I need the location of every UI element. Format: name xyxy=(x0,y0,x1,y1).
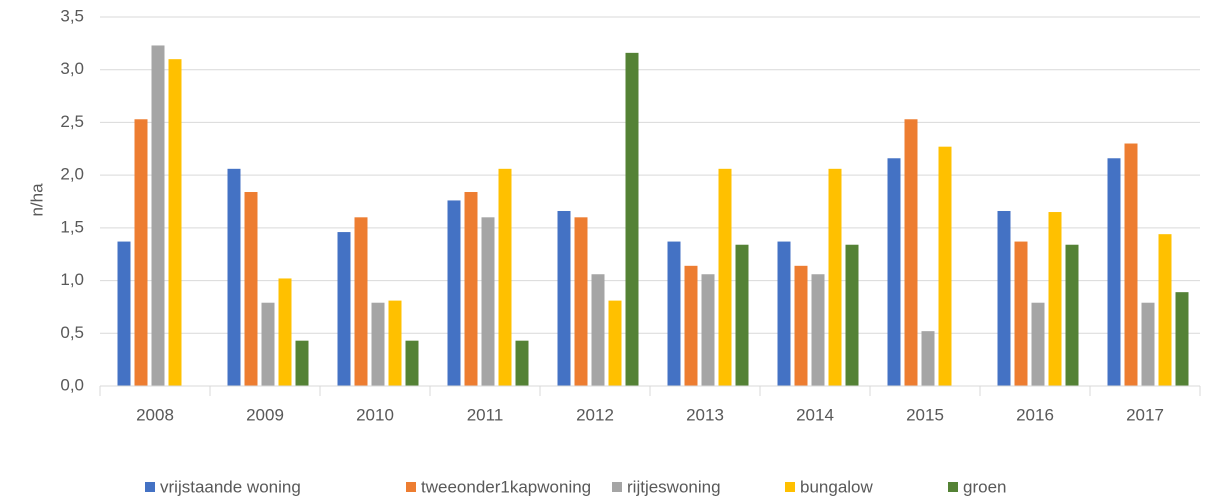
bar xyxy=(134,119,148,386)
bar xyxy=(701,274,715,386)
x-tick-label: 2017 xyxy=(1126,405,1164,424)
bar xyxy=(498,168,512,386)
bar xyxy=(261,302,275,386)
bar xyxy=(1107,158,1121,386)
bar xyxy=(1175,292,1189,386)
bar xyxy=(828,168,842,386)
bar xyxy=(625,52,639,387)
bar xyxy=(244,192,258,386)
x-tick-label: 2011 xyxy=(467,405,504,424)
bar xyxy=(1031,302,1045,386)
bar xyxy=(278,278,292,386)
bar xyxy=(515,340,529,386)
bar xyxy=(845,244,859,386)
bar xyxy=(608,300,622,386)
legend-marker xyxy=(948,482,958,492)
bar xyxy=(921,331,935,386)
y-axis-label: n/ha xyxy=(27,183,46,217)
y-tick-label: 2,0 xyxy=(60,165,84,184)
legend-marker xyxy=(406,482,416,492)
legend-label: rijtjeswoning xyxy=(627,477,721,496)
y-tick-label: 3,5 xyxy=(60,6,84,25)
legend-marker xyxy=(145,482,155,492)
bar xyxy=(557,210,571,386)
bar xyxy=(887,158,901,386)
bar xyxy=(574,217,588,386)
legend-marker xyxy=(612,482,622,492)
bar xyxy=(388,300,402,386)
bar xyxy=(168,59,182,387)
bar xyxy=(117,241,131,386)
x-tick-label: 2014 xyxy=(796,405,834,424)
bar xyxy=(354,217,368,386)
bar xyxy=(481,217,495,386)
x-tick-label: 2013 xyxy=(686,405,724,424)
y-tick-label: 0,5 xyxy=(60,323,84,342)
bar xyxy=(295,340,309,386)
bar xyxy=(447,200,461,386)
bar xyxy=(405,340,419,386)
bar xyxy=(1065,244,1079,386)
bar xyxy=(938,146,952,386)
bar xyxy=(997,210,1011,386)
y-tick-label: 1,0 xyxy=(60,270,84,289)
bar xyxy=(1048,212,1062,386)
x-tick-label: 2015 xyxy=(906,405,944,424)
legend-label: tweeonder1kapwoning xyxy=(421,477,591,496)
bar xyxy=(777,241,791,386)
bar xyxy=(904,119,918,386)
bar xyxy=(1014,241,1028,386)
bar xyxy=(811,274,825,386)
bar xyxy=(227,168,241,386)
y-tick-label: 2,5 xyxy=(60,112,84,131)
x-tick-label: 2012 xyxy=(576,405,614,424)
bar xyxy=(1158,234,1172,386)
bar xyxy=(794,265,808,386)
bar xyxy=(667,241,681,386)
bar xyxy=(371,302,385,386)
bar xyxy=(151,45,165,387)
bar xyxy=(1141,302,1155,386)
legend-label: vrijstaande woning xyxy=(160,477,301,496)
x-tick-label: 2016 xyxy=(1016,405,1054,424)
x-tick-label: 2008 xyxy=(136,405,174,424)
y-tick-label: 0,0 xyxy=(60,375,84,394)
legend-marker xyxy=(785,482,795,492)
bar xyxy=(718,168,732,386)
y-tick-label: 3,0 xyxy=(60,59,84,78)
bar xyxy=(1124,143,1138,386)
y-tick-label: 1,5 xyxy=(60,217,84,236)
bar xyxy=(464,192,478,386)
x-tick-label: 2010 xyxy=(356,405,394,424)
legend-label: bungalow xyxy=(800,477,874,496)
x-tick-label: 2009 xyxy=(246,405,284,424)
bar xyxy=(684,265,698,386)
bar xyxy=(591,274,605,386)
bar xyxy=(735,244,749,386)
legend-label: groen xyxy=(963,477,1006,496)
bar xyxy=(337,232,351,386)
